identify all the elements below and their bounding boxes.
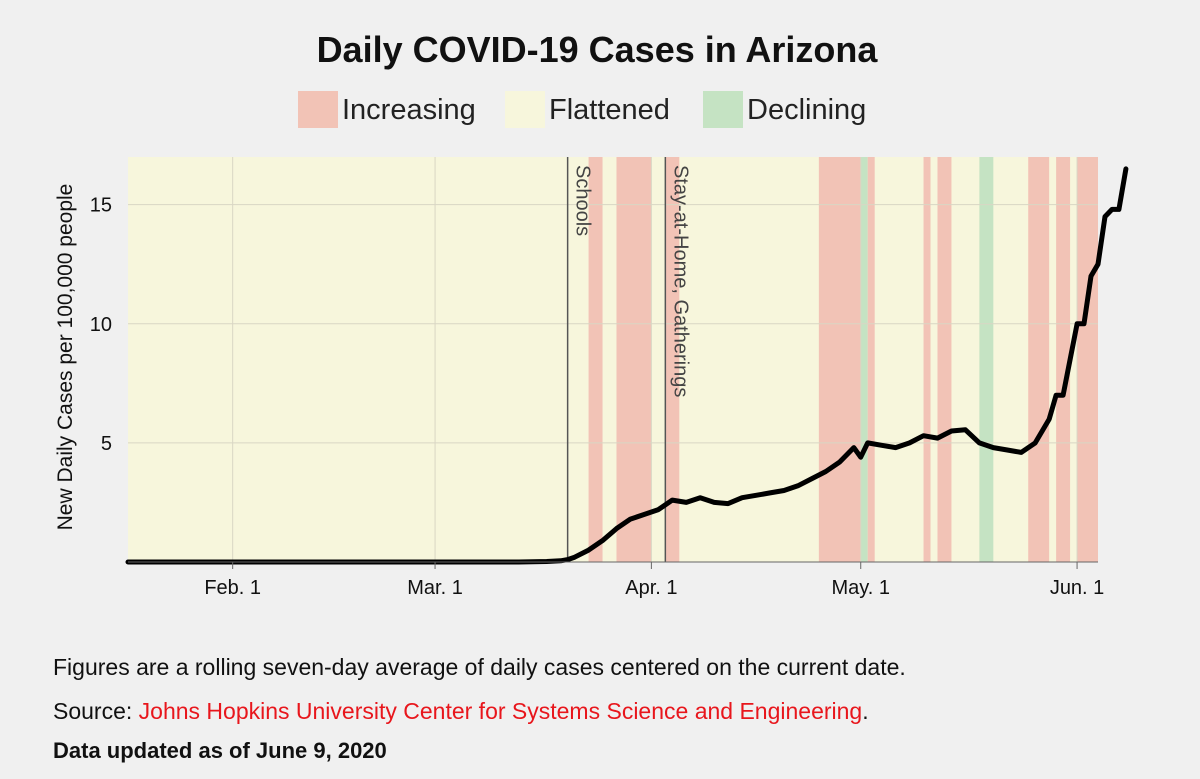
x-tick-label: Feb. 1 <box>204 577 261 599</box>
chart: Daily COVID-19 Cases in Arizona Increasi… <box>54 29 1129 599</box>
x-tick-label: Jun. 1 <box>1050 577 1104 599</box>
band-increasing <box>923 157 931 562</box>
source-prefix: Source: <box>53 698 139 724</box>
band-increasing <box>1077 157 1098 562</box>
band-declining <box>860 157 868 562</box>
legend-label-flattened: Flattened <box>549 94 670 126</box>
band-increasing <box>1028 157 1050 562</box>
x-tick-label: Apr. 1 <box>625 577 677 599</box>
event-markers: Schools Stay-at-Home, Gatherings <box>566 157 691 562</box>
footer-updated: Data updated as of June 9, 2020 <box>53 738 387 763</box>
x-tick-label: May. 1 <box>831 577 890 599</box>
legend: Increasing Flattened Declining <box>298 91 866 128</box>
gridlines <box>128 157 1098 562</box>
y-axis-ticks: 5 10 15 <box>90 195 112 455</box>
band-increasing <box>937 157 952 562</box>
band-increasing <box>588 157 603 562</box>
chart-title: Daily COVID-19 Cases in Arizona <box>317 29 879 70</box>
x-axis-ticks: Feb. 1 Mar. 1 Apr. 1 May. 1 Jun. 1 <box>204 562 1104 599</box>
plot-area: Schools Stay-at-Home, Gatherings <box>125 157 1129 565</box>
band-increasing <box>665 157 680 562</box>
y-tick-label: 5 <box>101 433 112 455</box>
footer-source: Source: Johns Hopkins University Center … <box>53 694 1173 728</box>
event-label: Schools <box>572 165 594 236</box>
state-bands <box>588 157 1098 562</box>
y-tick-label: 10 <box>90 314 112 336</box>
band-increasing <box>616 157 652 562</box>
band-increasing <box>1056 157 1071 562</box>
band-declining <box>979 157 994 562</box>
legend-swatch-flattened <box>505 91 545 128</box>
y-axis-label: New Daily Cases per 100,000 people <box>54 184 77 531</box>
band-increasing <box>867 157 875 562</box>
y-tick-label: 15 <box>90 195 112 217</box>
legend-swatch-declining <box>703 91 743 128</box>
source-link[interactable]: Johns Hopkins University Center for Syst… <box>138 698 863 724</box>
legend-label-increasing: Increasing <box>342 94 476 126</box>
plot-background <box>128 157 1098 562</box>
event-label: Stay-at-Home, Gatherings <box>669 165 691 397</box>
series-line-cases <box>125 166 1129 565</box>
x-tick-label: Mar. 1 <box>407 577 463 599</box>
footer-note: Figures are a rolling seven-day average … <box>53 654 906 680</box>
legend-label-declining: Declining <box>747 94 866 126</box>
legend-swatch-increasing <box>298 91 338 128</box>
source-suffix: . <box>862 698 869 724</box>
band-increasing <box>818 157 861 562</box>
